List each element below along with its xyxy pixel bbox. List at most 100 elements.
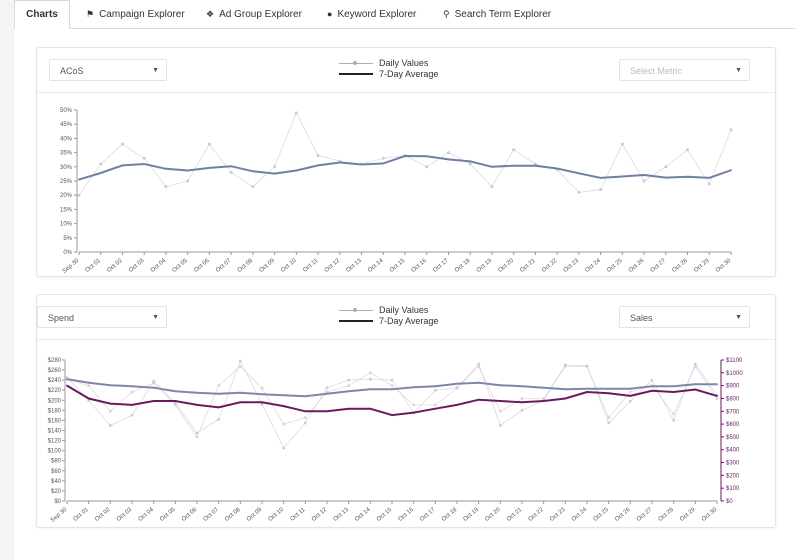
spend-average-point [131, 385, 133, 388]
sales-daily-point [130, 390, 134, 394]
spend-daily-point [390, 378, 394, 382]
spend-y-tick-label: $160 [48, 418, 62, 424]
acos-average-point [491, 165, 493, 168]
spend-y-tick-label: $180 [48, 408, 62, 414]
spend-x-tick-label: Oct 28 [658, 507, 676, 523]
spend-average-point [239, 391, 242, 394]
acos-average-point [730, 169, 732, 172]
sales-average-point [456, 403, 458, 406]
spend-average-point [586, 387, 588, 390]
spend-daily-point [152, 379, 156, 383]
spend-x-tick-label: Oct 17 [419, 507, 437, 523]
acos-daily-point [251, 185, 255, 189]
sales-average-point [347, 407, 350, 410]
chevron-down-icon: ▼ [735, 67, 742, 74]
spend-x-tick-label: Oct 18 [441, 507, 459, 523]
spend-average-point [607, 387, 610, 390]
sales-daily-point [260, 386, 264, 390]
spend-average-point [174, 390, 177, 393]
spend-average-point [629, 387, 632, 390]
acos-daily-point [77, 193, 81, 197]
metric-select-left[interactable]: ACoS ▼ [49, 59, 167, 81]
acos-average-point [404, 155, 406, 157]
sales-average-point [239, 401, 242, 404]
acos-x-tick-label: Oct 07 [215, 258, 233, 274]
spend-x-tick-label: Oct 12 [311, 507, 329, 523]
acos-daily-point [729, 128, 733, 132]
acos-y-tick-label: 35% [60, 151, 73, 157]
acos-average-point [382, 162, 385, 165]
acos-daily-point [229, 170, 233, 174]
spend-y-tick-label: $260 [48, 368, 62, 374]
acos-x-tick-label: Oct 05 [172, 258, 190, 274]
spend-x-tick-label: Oct 19 [463, 507, 481, 523]
acos-average-point [295, 169, 298, 172]
legend-daily-label: Daily Values [379, 58, 429, 68]
acos-average-point [621, 175, 624, 178]
acos-x-tick-label: Oct 18 [454, 258, 472, 274]
spend-average-point [434, 385, 437, 388]
tab-charts[interactable]: Charts [14, 0, 70, 30]
metric-select-left-value: ACoS [60, 66, 84, 76]
sales-average-point [564, 397, 567, 400]
sales-y-tick-label: $1100 [726, 358, 743, 364]
spend-average-point [564, 388, 567, 391]
acos-average-point [534, 164, 537, 167]
sales-daily-point [715, 397, 719, 400]
tab-keyword-explorer[interactable]: ● Keyword Explorer [327, 0, 416, 28]
spend-x-tick-label: Sep 30 [50, 507, 69, 524]
acos-average-point [251, 170, 254, 173]
acos-daily-point [446, 151, 450, 155]
spend-x-tick-label: Oct 16 [398, 507, 416, 523]
tab-search-term-explorer[interactable]: ⚲ Search Term Explorer [443, 0, 551, 28]
sales-daily-point [520, 397, 524, 400]
spend-average-point [521, 385, 523, 388]
acos-x-tick-label: Oct 27 [650, 258, 668, 274]
acos-y-tick-label: 40% [60, 136, 73, 142]
acos-average-point [469, 160, 472, 163]
tab-ad-group-explorer-label: Ad Group Explorer [219, 9, 302, 20]
sales-average-point [412, 411, 415, 414]
spend-average-point [694, 383, 697, 386]
acos-daily-point [599, 188, 603, 192]
spend-y-tick-label: $140 [48, 429, 62, 435]
spend-y-tick-label: $100 [48, 449, 62, 455]
acos-x-tick-label: Oct 12 [324, 258, 342, 274]
acos-y-tick-label: 50% [60, 108, 73, 114]
spend-daily-point [693, 362, 697, 366]
spend-x-tick-label: Oct 27 [636, 507, 654, 523]
spend-x-tick-label: Oct 03 [116, 507, 134, 523]
sales-daily-point [498, 409, 502, 413]
sales-average-point [521, 401, 523, 404]
spend-daily-point [282, 446, 286, 450]
acos-x-tick-label: Oct 29 [693, 258, 711, 274]
sales-average-point [66, 384, 68, 387]
spend-daily-point [195, 431, 199, 435]
spend-y-tick-label: $20 [51, 489, 62, 495]
spend-x-tick-label: Oct 05 [159, 507, 177, 523]
sales-daily-point [628, 390, 632, 394]
sales-average-point [694, 388, 697, 391]
sales-y-tick-label: $200 [726, 473, 740, 479]
acos-x-tick-label: Oct 20 [498, 258, 516, 274]
metric-select-right[interactable]: Sales ▼ [619, 306, 750, 328]
metric-select-right[interactable]: Select Metric ▼ [619, 59, 750, 81]
sales-average-point [391, 414, 393, 417]
acos-average-point [664, 176, 667, 179]
legend-average-label: 7-Day Average [379, 69, 439, 79]
acos-chart: 0%5%10%15%20%25%30%35%40%45%50%Sep 30 Oct… [60, 108, 733, 275]
spend-x-tick-label: Oct 15 [376, 507, 394, 523]
sales-y-tick-label: $1000 [726, 371, 743, 377]
sales-average-point [261, 401, 263, 404]
acos-x-tick-label: Oct 16 [411, 258, 429, 274]
acos-average-point [230, 165, 233, 168]
spend-y-tick-label: $120 [48, 439, 62, 445]
sales-y-tick-label: $500 [726, 435, 740, 441]
metric-select-left[interactable]: Spend ▼ [37, 306, 167, 328]
tab-ad-group-explorer[interactable]: ❖ Ad Group Explorer [206, 0, 302, 28]
spend-average-point [651, 385, 653, 388]
spend-daily-point [520, 408, 524, 412]
cubes-icon: ❖ [206, 9, 215, 19]
tab-campaign-explorer[interactable]: ⚑ Campaign Explorer [86, 0, 185, 28]
spend-average-point [672, 385, 675, 388]
